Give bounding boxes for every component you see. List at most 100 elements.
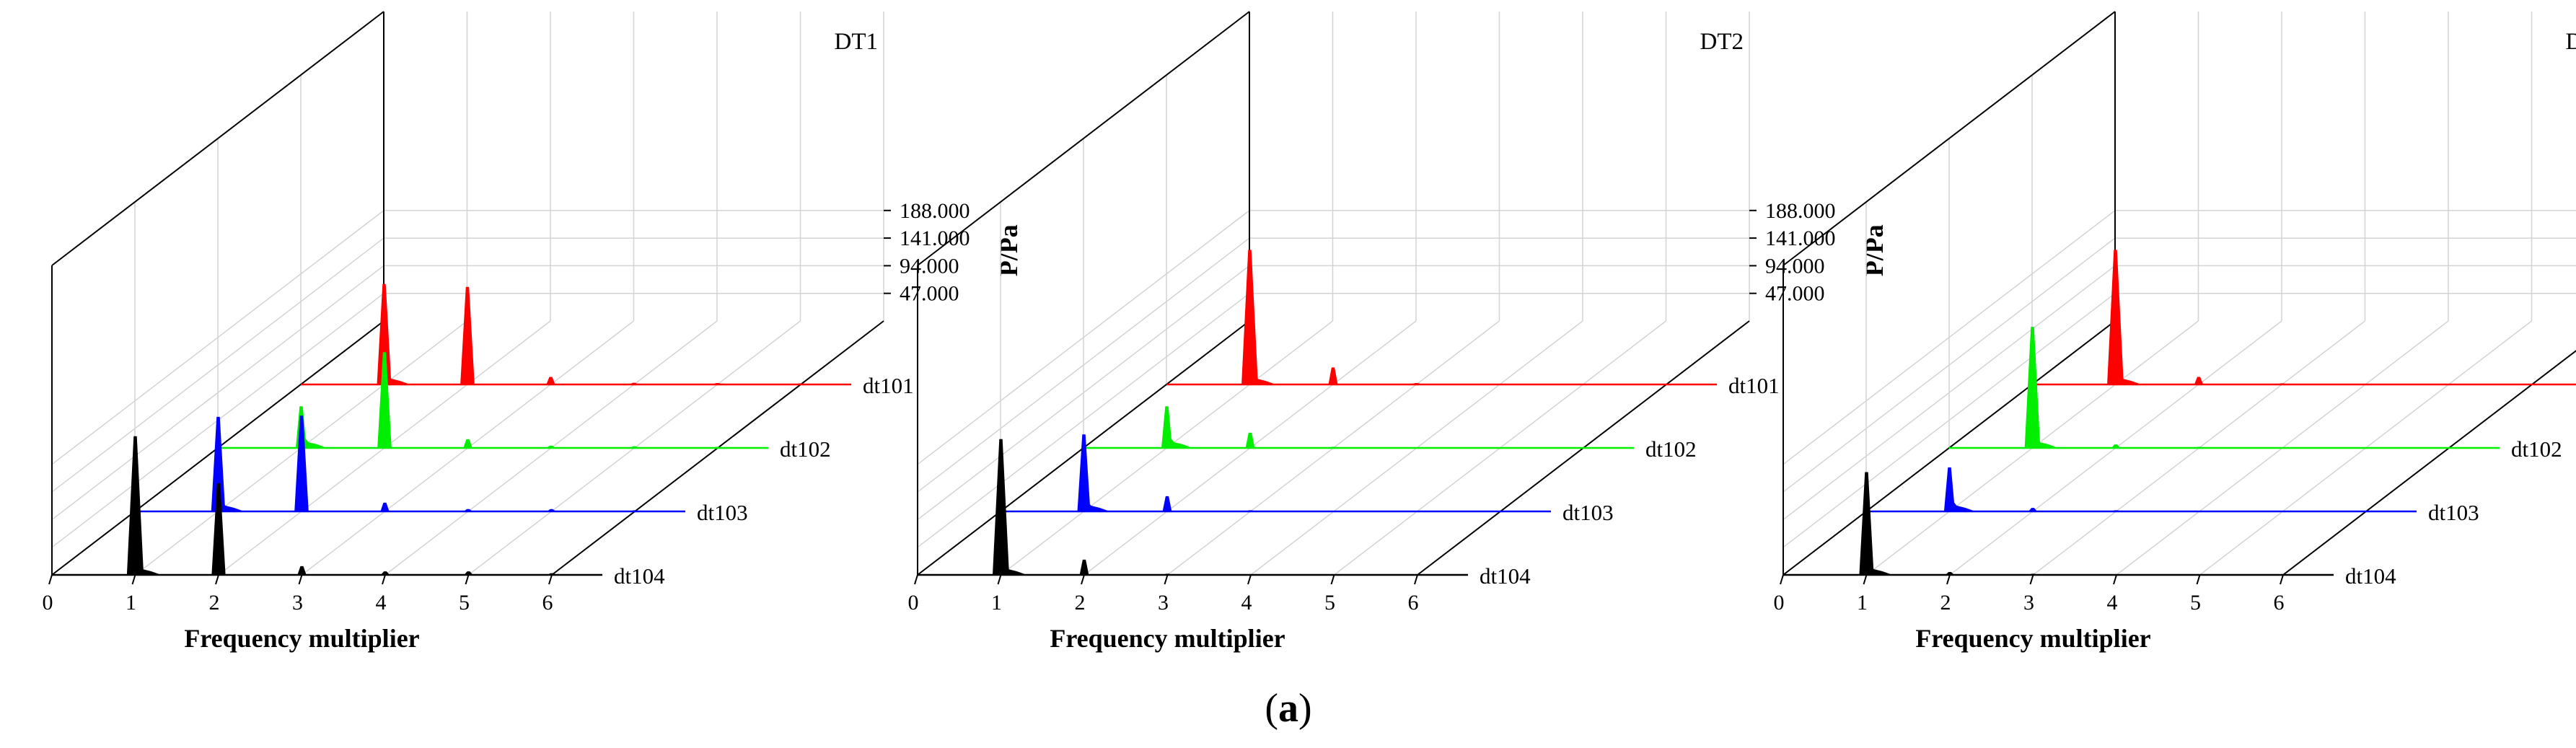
noise-skirt bbox=[1863, 562, 1893, 575]
x-tick-label: 3 bbox=[2023, 591, 2034, 615]
spectrum-peak bbox=[2111, 444, 2121, 449]
x-tick-label: 4 bbox=[1241, 591, 1252, 615]
spectrum-peak bbox=[1077, 434, 1091, 512]
spectrum-peak bbox=[460, 286, 475, 385]
noise-skirt bbox=[998, 562, 1027, 575]
x-tick-label: 6 bbox=[2274, 591, 2285, 615]
z-tick-label: 47.000 bbox=[900, 282, 959, 306]
z-tick-label: 94.000 bbox=[900, 254, 959, 278]
spectrum-peak bbox=[126, 436, 144, 576]
x-tick bbox=[548, 574, 553, 585]
z-axis-title: P/Pa bbox=[1860, 224, 1889, 276]
x-tick-label: 0 bbox=[43, 591, 53, 615]
x-tick bbox=[1330, 574, 1335, 585]
spectrum-peak bbox=[548, 573, 556, 576]
spectrum-peak bbox=[2194, 377, 2204, 385]
spectrum-peak bbox=[630, 382, 638, 385]
x-tick-label: 1 bbox=[1857, 591, 1868, 615]
spectrum-peak bbox=[380, 502, 390, 512]
z-tick-label: 94.000 bbox=[1765, 254, 1825, 278]
spectrum-peak bbox=[2107, 250, 2124, 385]
x-tick-label: 2 bbox=[209, 591, 220, 615]
x-axis-title: Frequency multiplier bbox=[1050, 624, 1285, 653]
noise-skirt bbox=[1247, 371, 1276, 384]
series-dt103: dt103 bbox=[1866, 467, 2479, 525]
x-tick-label: 1 bbox=[126, 591, 136, 615]
series-label: dt102 bbox=[2511, 436, 2562, 462]
spectrum-peak bbox=[545, 509, 558, 512]
x-tick bbox=[1164, 574, 1169, 585]
spectrum-peak bbox=[630, 446, 638, 449]
series-label: dt101 bbox=[1728, 373, 1780, 398]
x-tick-label: 5 bbox=[459, 591, 470, 615]
series-dt104: dt104 bbox=[918, 439, 1531, 589]
z-tick-label: 188.000 bbox=[1765, 199, 1836, 223]
x-tick bbox=[2113, 574, 2117, 585]
x-tick bbox=[997, 574, 1002, 585]
noise-skirt bbox=[1081, 498, 1110, 511]
spectrum-peak bbox=[713, 446, 722, 449]
z-tick-label: 141.000 bbox=[900, 226, 970, 250]
spectrum-peak bbox=[211, 483, 226, 576]
spectrum-peak bbox=[1245, 432, 1255, 449]
x-tick-label: 6 bbox=[542, 591, 553, 615]
figure-caption: (a) bbox=[1265, 686, 1311, 731]
x-tick bbox=[2280, 574, 2284, 585]
spectrum-peak bbox=[1328, 367, 1338, 385]
series-label: dt103 bbox=[697, 500, 748, 525]
spectrum-peak bbox=[545, 445, 557, 449]
series-dt101: dt101 bbox=[2032, 250, 2576, 386]
x-tick-label: 5 bbox=[2190, 591, 2201, 615]
side-wall-top-line bbox=[51, 11, 384, 266]
series-dt104: dt104 bbox=[1783, 472, 2396, 589]
x-tick-label: 2 bbox=[1940, 591, 1951, 615]
spectrum-peak bbox=[546, 377, 555, 385]
x-tick bbox=[131, 574, 136, 585]
x-tick bbox=[465, 574, 470, 585]
panel-dt1: 0 1 2 3 4 5 6 Frequency multiplier 47.000 94.000 1… bbox=[43, 11, 1023, 653]
x-tick bbox=[1946, 574, 1951, 585]
series-label: dt104 bbox=[2345, 563, 2396, 589]
z-tick-label: 188.000 bbox=[900, 199, 970, 223]
x-tick bbox=[215, 574, 219, 585]
x-tick-label: 4 bbox=[376, 591, 387, 615]
series-dt102: dt102 bbox=[1949, 327, 2562, 462]
x-tick bbox=[1414, 574, 1418, 585]
series-dt103: dt103 bbox=[1001, 434, 1614, 525]
z-tick-label: 47.000 bbox=[1765, 282, 1825, 306]
noise-skirt bbox=[1164, 435, 1193, 448]
spectrum-peak bbox=[462, 509, 474, 512]
x-tick-label: 2 bbox=[1075, 591, 1086, 615]
series-label: dt102 bbox=[780, 436, 831, 462]
spectrum-peak bbox=[297, 566, 307, 576]
series-label: dt103 bbox=[2428, 500, 2479, 525]
noise-skirt bbox=[1946, 498, 1976, 511]
series-label: dt101 bbox=[863, 373, 914, 398]
z-axis-title: P/Pa bbox=[994, 224, 1023, 276]
x-tick bbox=[2196, 574, 2201, 585]
series-label: dt103 bbox=[1562, 500, 1614, 525]
panels-group: 0 1 2 3 4 5 6 Frequency multiplier 47.000 94.000 1… bbox=[43, 11, 2576, 653]
noise-skirt bbox=[298, 435, 328, 448]
noise-skirt bbox=[2029, 435, 2059, 448]
spectrum-peak bbox=[2029, 573, 2037, 576]
x-tick-label: 5 bbox=[1324, 591, 1335, 615]
noise-skirt bbox=[2112, 371, 2142, 384]
spectrum-peak bbox=[380, 571, 390, 576]
spectrum-peak bbox=[1164, 573, 1171, 576]
side-wall-top-line bbox=[1782, 11, 2116, 266]
grid-lines bbox=[917, 12, 1750, 576]
grid-lines bbox=[1782, 12, 2576, 576]
x-tick-label: 3 bbox=[1158, 591, 1169, 615]
spectrum-peak bbox=[1162, 496, 1172, 512]
spectrum-peak bbox=[463, 571, 474, 576]
x-tick-label: 0 bbox=[1774, 591, 1785, 615]
x-tick-label: 6 bbox=[1408, 591, 1419, 615]
x-axis-title: Frequency multiplier bbox=[1915, 624, 2150, 653]
x-tick bbox=[914, 574, 918, 585]
panel-title: DT3 bbox=[2566, 29, 2576, 55]
noise-skirt bbox=[215, 498, 245, 511]
spectrum-peak bbox=[463, 439, 472, 449]
